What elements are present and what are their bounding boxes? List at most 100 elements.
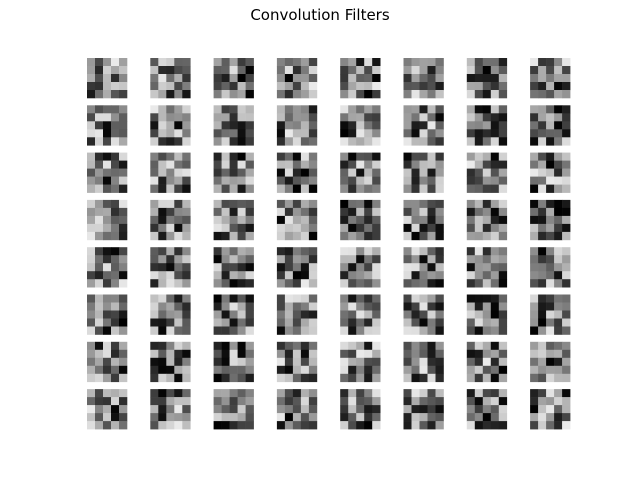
filter-pixel [237,341,246,351]
filter-pixel [427,310,436,319]
filter-pixel [530,302,539,311]
filter-pixel [245,279,254,288]
filter-pixel [276,113,286,122]
filter-pixel [348,349,357,359]
filter-pixel [300,137,310,146]
filter-pixel [276,82,286,91]
filter-pixel [87,326,96,335]
filter-pixel [372,279,381,288]
filter-pixel [427,168,436,177]
filter-pixel [530,413,539,422]
filter-pixel [530,168,539,177]
filter-pixel [308,302,318,311]
filter-pixel [562,58,571,67]
filter-pixel [356,176,365,185]
filter-pixel [158,152,167,161]
filter-tile-46 [403,294,444,335]
filter-pixel [87,113,96,122]
filter-pixel [427,176,436,185]
filter-pixel [562,263,571,272]
filter-pixel [356,215,365,225]
filter-pixel [348,279,357,288]
filter-pixel [546,152,555,161]
filter-tile-61 [340,389,381,430]
filter-pixel [111,263,120,272]
filter-pixel [284,207,294,217]
filter-pixel [340,82,349,91]
filter-pixel [182,58,191,67]
filter-pixel [111,413,120,422]
filter-pixel [111,349,120,359]
filter-pixel [538,168,547,177]
filter-pixel [229,82,238,91]
filter-pixel [158,255,167,264]
filter-pixel [490,302,500,311]
filter-pixel [372,152,381,161]
filter-pixel [435,389,444,398]
filter-pixel [95,373,104,383]
filter-pixel [103,223,112,233]
filter-pixel [213,405,222,414]
filter-pixel [538,318,547,327]
filter-pixel [292,58,302,67]
filter-pixel [419,207,428,217]
filter-pixel [182,341,191,351]
filter-pixel [490,129,500,138]
filter-pixel [364,247,373,256]
filter-pixel [482,310,492,319]
filter-pixel [530,279,539,288]
filter-tile-43 [213,294,254,335]
filter-pixel [119,271,128,280]
filter-pixel [403,294,412,303]
filter-pixel [119,74,128,83]
filter-pixel [174,279,183,288]
filter-pixel [554,365,563,375]
filter-pixel [221,105,230,114]
filter-pixel [182,90,191,99]
filter-pixel [174,389,183,398]
filter-pixel [490,90,500,99]
filter-pixel [419,129,428,138]
filter-pixel [87,90,96,99]
filter-pixel [411,279,420,288]
filter-pixel [221,152,230,161]
filter-pixel [245,58,254,67]
filter-pixel [530,176,539,185]
filter-pixel [530,58,539,67]
filter-pixel [111,74,120,83]
filter-pixel [546,271,555,280]
filter-pixel [340,74,349,83]
filter-pixel [111,160,120,169]
filter-pixel [308,318,318,327]
filter-pixel [103,357,112,367]
filter-pixel [340,413,349,422]
filter-pixel [490,405,500,414]
filter-pixel [474,365,484,375]
filter-pixel [474,397,484,406]
filter-pixel [237,121,246,130]
filter-pixel [166,137,175,146]
filter-pixel [221,129,230,138]
filter-pixel [229,66,238,75]
filter-pixel [466,137,476,146]
filter-pixel [158,263,167,272]
filter-pixel [119,121,128,130]
filter-pixel [474,279,484,288]
filter-pixel [435,105,444,114]
filter-pixel [474,255,484,264]
filter-pixel [435,58,444,67]
filter-pixel [237,397,246,406]
filter-pixel [427,247,436,256]
filter-pixel [284,137,294,146]
filter-tile-12 [276,105,318,146]
chart-title: Convolution Filters [250,6,390,24]
filter-pixel [498,357,508,367]
filter-pixel [166,421,175,430]
filter-pixel [103,365,112,375]
filter-pixel [245,121,254,130]
filter-pixel [466,82,476,91]
filter-pixel [166,231,175,241]
filter-pixel [498,373,508,383]
filter-pixel [538,357,547,367]
filter-pixel [419,397,428,406]
